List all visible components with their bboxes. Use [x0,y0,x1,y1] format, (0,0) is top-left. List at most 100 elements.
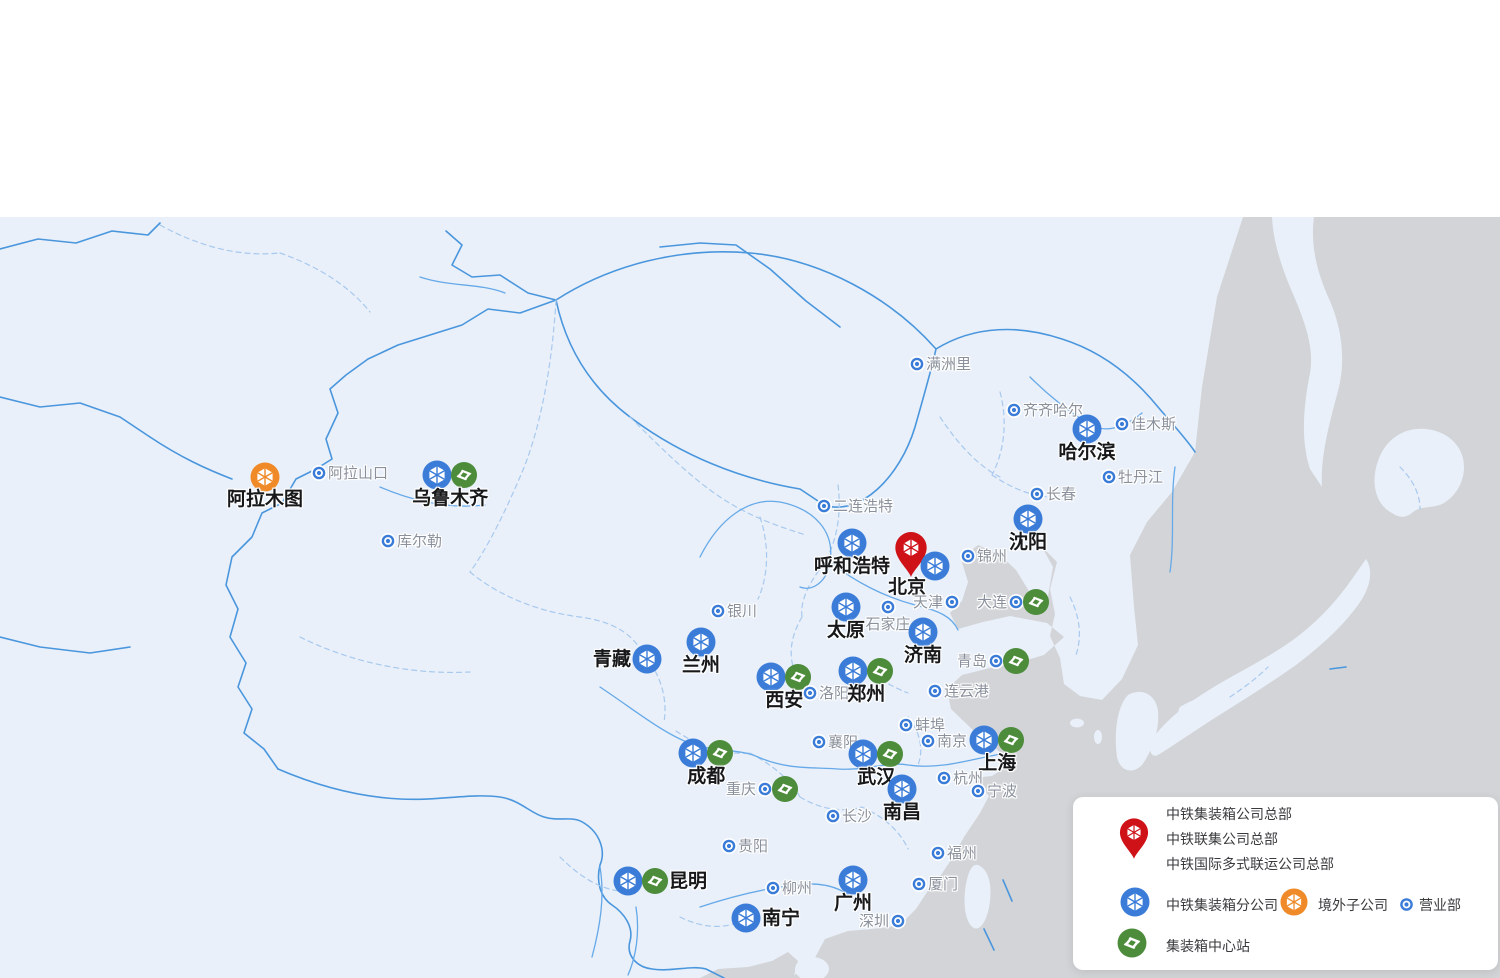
office-dot-icon[interactable] [380,533,397,550]
office-dot-icon[interactable] [311,465,328,482]
office-dot-icon[interactable] [1101,469,1118,486]
legend-branch-icon [1120,887,1150,917]
city-label: 深圳 [858,912,889,930]
legend-overseas-icon [1280,888,1308,916]
office-dot-icon[interactable] [880,599,897,616]
city-label: 满洲里 [926,355,972,373]
city-label: 牡丹江 [1118,468,1164,486]
branch-icon[interactable] [422,460,452,490]
office-dot-icon[interactable] [802,685,819,702]
city-label: 阿拉山口 [328,464,389,482]
city-label: 南宁 [762,907,801,929]
office-dot-icon[interactable] [930,845,947,862]
legend-hq-line1: 中铁集装箱公司总部 [1166,807,1292,823]
station-icon[interactable] [771,775,798,803]
branch-icon[interactable] [678,738,708,768]
city-label: 襄阳 [828,733,859,751]
city-label: 蚌埠 [915,716,946,734]
office-dot-icon[interactable] [721,838,738,855]
office-dot-icon[interactable] [909,356,926,373]
branch-icon[interactable] [838,656,868,686]
legend-hq-line2: 中铁联集公司总部 [1166,832,1278,848]
city-label: 昆明 [669,870,708,892]
branch-icon[interactable] [848,739,878,769]
branch-icon[interactable] [831,592,861,622]
legend-office-label: 营业部 [1419,898,1461,914]
branch-icon[interactable] [838,865,868,895]
office-dot-icon[interactable] [816,498,833,515]
city-label: 南昌 [882,801,922,823]
city-label: 哈尔滨 [1058,441,1116,463]
city-label: 银川 [727,602,758,620]
city-label: 沈阳 [1008,531,1048,553]
map-legend: 中铁集装箱公司总部 中铁联集公司总部 中铁国际多式联运公司总部 中铁集装箱分公司… [1073,797,1498,970]
branch-icon[interactable] [613,866,643,896]
city-label: 太原 [826,619,866,641]
office-dot-icon[interactable] [970,783,987,800]
office-dot-icon[interactable] [944,594,961,611]
city-label: 齐齐哈尔 [1023,401,1084,419]
office-dot-icon[interactable] [1114,416,1131,433]
office-dot-icon[interactable] [927,683,944,700]
station-icon[interactable] [641,867,668,895]
legend-branch-label: 中铁集装箱分公司 [1166,898,1278,914]
office-dot-icon[interactable] [765,880,782,897]
branch-icon[interactable] [731,903,761,933]
city-label: 乌鲁木齐 [412,487,489,509]
station-icon[interactable] [1022,588,1049,616]
city-label: 柳州 [782,879,813,897]
office-dot-icon[interactable] [936,770,953,787]
office-dot-icon[interactable] [811,734,828,751]
city-label: 兰州 [681,654,721,676]
office-dot-icon[interactable] [757,781,774,798]
office-dot-icon[interactable] [988,653,1005,670]
office-dot-icon[interactable] [1008,594,1025,611]
office-dot-icon[interactable] [825,808,842,825]
branch-icon[interactable] [686,627,716,657]
station-icon[interactable] [876,740,903,768]
station-icon[interactable] [997,726,1024,754]
branch-icon[interactable] [908,617,938,647]
office-dot-icon[interactable] [890,913,907,930]
station-icon[interactable] [784,663,811,691]
branch-icon[interactable] [756,662,786,692]
branch-icon[interactable] [632,644,662,674]
station-icon[interactable] [450,461,477,489]
station-icon[interactable] [866,657,893,685]
legend-station-label: 集装箱中心站 [1166,939,1250,955]
city-label: 天津 [912,593,943,611]
city-label: 库尔勒 [397,532,443,550]
legend-station-icon [1117,928,1147,958]
hq-pin-icon[interactable] [894,532,928,578]
branch-icon[interactable] [969,725,999,755]
city-label: 宁波 [987,782,1018,800]
office-dot-icon[interactable] [710,603,727,620]
hq-pin-icon [1119,818,1149,860]
office-dot-icon[interactable] [911,876,928,893]
office-dot-icon[interactable] [960,548,977,565]
branch-icon[interactable] [887,774,917,804]
branch-icon[interactable] [1072,414,1102,444]
branch-icon[interactable] [1013,504,1043,534]
city-label: 青藏 [592,648,631,670]
city-label: 佳木斯 [1131,415,1177,433]
city-label: 石家庄 [865,615,911,633]
branch-icon[interactable] [837,528,867,558]
office-dot-icon[interactable] [1006,402,1023,419]
china-map [0,217,1500,978]
branch-icon[interactable] [920,551,950,581]
office-dot-icon[interactable] [920,733,937,750]
station-icon[interactable] [706,739,733,767]
city-label: 洛阳 [819,684,850,702]
city-label: 杭州 [953,769,984,787]
overseas-icon[interactable] [250,462,280,492]
station-icon[interactable] [1002,647,1029,675]
city-label: 阿拉木图 [226,488,304,510]
office-dot-icon[interactable] [1029,486,1046,503]
office-dot-icon[interactable] [898,717,915,734]
legend-office-icon [1398,896,1415,913]
city-label: 二连浩特 [833,497,894,515]
city-label: 郑州 [847,683,886,705]
